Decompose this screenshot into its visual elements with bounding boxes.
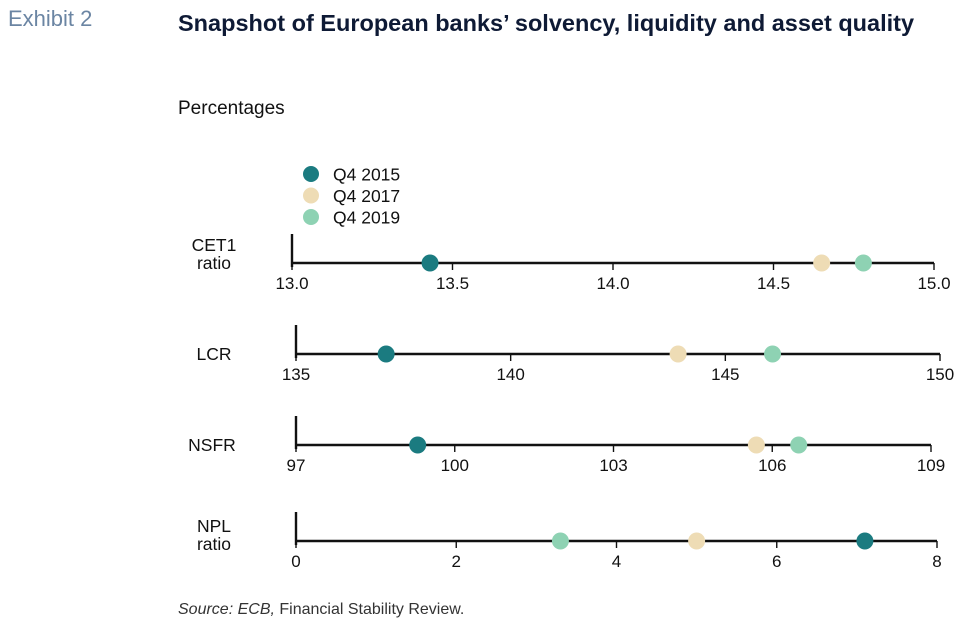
lcr-tick-label: 135 (282, 365, 310, 384)
cet1-ratio-tick-label: 14.5 (757, 274, 790, 293)
source-label: Source: ECB, (178, 601, 275, 618)
npl-ratio-point-q4-2017 (688, 532, 706, 550)
cet1-ratio-point-q4-2015 (421, 254, 439, 272)
legend-marker-q4-2019 (303, 209, 319, 225)
cet1-ratio-tick-label: 13.5 (436, 274, 469, 293)
cet1-ratio-category-label: CET1 (192, 235, 237, 255)
exhibit-label: Exhibit 2 (8, 6, 93, 31)
lcr-point-q4-2017 (669, 345, 687, 363)
cet1-ratio-tick-label: 15.0 (917, 274, 950, 293)
nsfr-point-q4-2015 (409, 436, 427, 454)
lcr-point-q4-2015 (377, 345, 395, 363)
legend-label-q4-2017: Q4 2017 (333, 186, 400, 206)
npl-ratio-category-label: NPL (197, 516, 231, 536)
source-text: Financial Stability Review. (274, 601, 465, 618)
nsfr-tick-label: 100 (441, 456, 469, 475)
nsfr-point-q4-2019 (790, 436, 808, 454)
chart-title: Snapshot of European banks’ solvency, li… (178, 10, 915, 36)
npl-ratio-tick-label: 0 (291, 552, 300, 571)
cet1-ratio-point-q4-2017 (813, 254, 831, 272)
npl-ratio-point-q4-2015 (856, 532, 874, 550)
cet1-ratio-tick-label: 14.0 (596, 274, 629, 293)
cet1-ratio-point-q4-2019 (854, 254, 872, 272)
nsfr-tick-label: 103 (599, 456, 627, 475)
source-note: Source: ECB, Financial Stability Review. (178, 601, 464, 619)
legend-label-q4-2019: Q4 2019 (333, 208, 400, 228)
lcr-tick-label: 150 (926, 365, 954, 384)
nsfr-tick-label: 109 (917, 456, 945, 475)
legend-marker-q4-2015 (303, 166, 319, 182)
nsfr-tick-label: 97 (287, 456, 306, 475)
nsfr-category-label: NSFR (188, 435, 236, 455)
lcr-tick-label: 145 (711, 365, 739, 384)
lcr-category-label: LCR (196, 344, 231, 364)
npl-ratio-tick-label: 6 (772, 552, 781, 571)
chart-subtitle: Percentages (178, 98, 285, 119)
npl-ratio-category-label: ratio (197, 534, 231, 554)
npl-ratio-tick-label: 2 (452, 552, 461, 571)
legend-label-q4-2015: Q4 2015 (333, 165, 400, 185)
npl-ratio-point-q4-2019 (551, 532, 569, 550)
nsfr-point-q4-2017 (747, 436, 765, 454)
npl-ratio-tick-label: 8 (932, 552, 941, 571)
lcr-tick-label: 140 (496, 365, 524, 384)
cet1-ratio-category-label: ratio (197, 253, 231, 273)
npl-ratio-tick-label: 4 (612, 552, 621, 571)
cet1-ratio-tick-label: 13.0 (275, 274, 308, 293)
nsfr-tick-label: 106 (758, 456, 786, 475)
lcr-point-q4-2019 (764, 345, 782, 363)
legend-marker-q4-2017 (303, 187, 319, 204)
